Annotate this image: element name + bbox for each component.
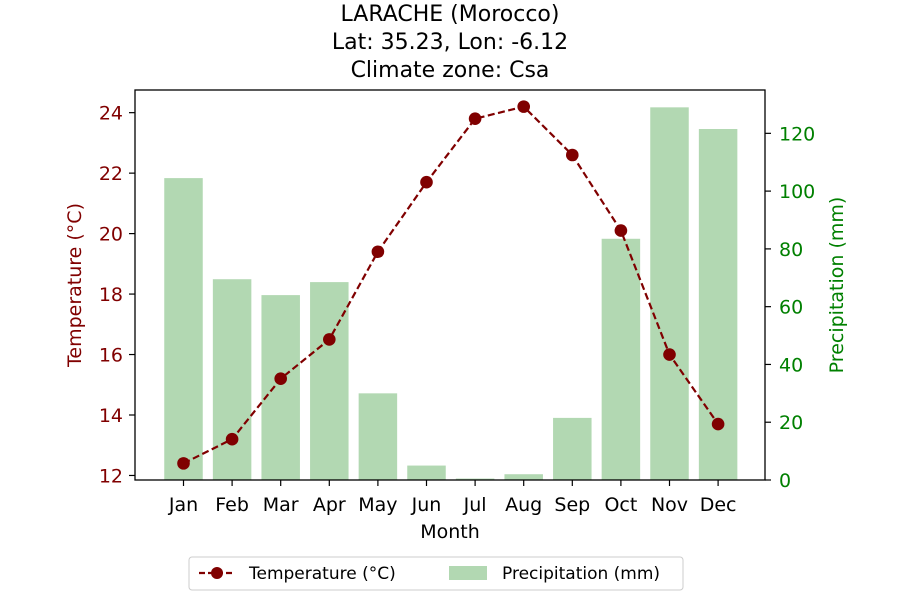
legend-temperature-label: Temperature (°C) [248, 564, 396, 584]
title-line-1: LARACHE (Morocco) [341, 2, 560, 27]
precipitation-bar-apr [310, 282, 349, 480]
x-tick-label: Jun [411, 494, 442, 516]
left-tick-label: 12 [99, 465, 123, 487]
right-tick-label: 60 [779, 297, 803, 319]
x-tick-label: Feb [215, 494, 249, 516]
temperature-line [183, 105, 720, 465]
right-tick-label: 100 [779, 181, 815, 203]
temperature-series [177, 100, 725, 470]
x-tick-label: Nov [651, 494, 688, 516]
right-tick-label: 0 [779, 470, 791, 492]
x-tick-label: Dec [700, 494, 737, 516]
legend-box [188, 556, 684, 591]
temperature-point-mar [274, 372, 288, 386]
x-tick-label: Aug [505, 494, 542, 516]
legend-precipitation-swatch [449, 566, 487, 580]
temperature-point-dec [711, 417, 725, 431]
precipitation-bar-oct [601, 238, 641, 480]
x-tick-label: Apr [313, 494, 346, 516]
right-tick-label: 120 [779, 123, 815, 145]
right-tick-label: 40 [779, 354, 803, 376]
title-line-3: Climate zone: Csa [351, 58, 550, 83]
precipitation-bar-sep [553, 417, 592, 480]
precipitation-bar-mar [261, 295, 300, 480]
precipitation-bar-nov [650, 107, 689, 480]
x-axis-label: Month [420, 521, 480, 543]
left-tick-label: 22 [99, 163, 123, 185]
left-y-axis-label: Temperature (°C) [64, 203, 86, 368]
temperature-point-jul [468, 112, 482, 126]
temperature-point-sep [566, 148, 579, 162]
title-line-2: Lat: 35.23, Lon: -6.12 [332, 30, 568, 55]
left-tick-label: 18 [99, 284, 123, 306]
temperature-point-nov [663, 348, 676, 361]
temperature-point-apr [323, 333, 336, 346]
precipitation-bar-jul [455, 478, 495, 480]
legend-precipitation-label: Precipitation (mm) [502, 564, 660, 584]
temperature-point-oct [614, 224, 628, 237]
left-tick-label: 24 [99, 103, 123, 125]
left-tick-label: 16 [99, 345, 123, 367]
temperature-point-jan [177, 457, 190, 470]
plot-frame [134, 89, 766, 481]
legend-temperature-marker [211, 567, 223, 579]
temperature-point-jun [420, 175, 433, 189]
x-tick-label: Sep [554, 494, 590, 516]
precipitation-bar-jan [164, 178, 203, 481]
x-tick-label: Mar [263, 494, 299, 516]
temperature-point-aug [517, 100, 530, 113]
x-tick-label: Jul [463, 494, 487, 516]
x-axis: Jan Feb Mar Apr May Jun Jul Aug Sep Oct Nov Dec [168, 480, 737, 516]
right-tick-label: 80 [779, 239, 803, 261]
temperature-point-feb [225, 432, 239, 446]
x-tick-label: May [358, 494, 397, 516]
left-tick-label: 14 [99, 405, 123, 427]
left-y-axis: 12 14 16 18 20 22 24 [99, 103, 135, 487]
temperature-point-may [371, 245, 385, 259]
right-tick-label: 20 [779, 412, 803, 434]
left-tick-label: 20 [99, 224, 123, 246]
precipitation-bar-may [358, 393, 398, 480]
legend: Temperature (°C) Precipitation (mm) [188, 556, 684, 591]
x-tick-label: Oct [604, 494, 637, 516]
chart-title: LARACHE (Morocco) Lat: 35.23, Lon: -6.12… [332, 2, 568, 83]
precipitation-bar-feb [212, 279, 252, 480]
precipitation-bar-aug [504, 474, 543, 480]
right-y-axis: 0 20 40 60 80 100 120 [765, 123, 815, 492]
right-y-axis-label: Precipitation (mm) [826, 197, 848, 374]
precipitation-bars [164, 107, 738, 481]
x-tick-label: Jan [168, 494, 198, 516]
precipitation-bar-jun [407, 465, 446, 480]
